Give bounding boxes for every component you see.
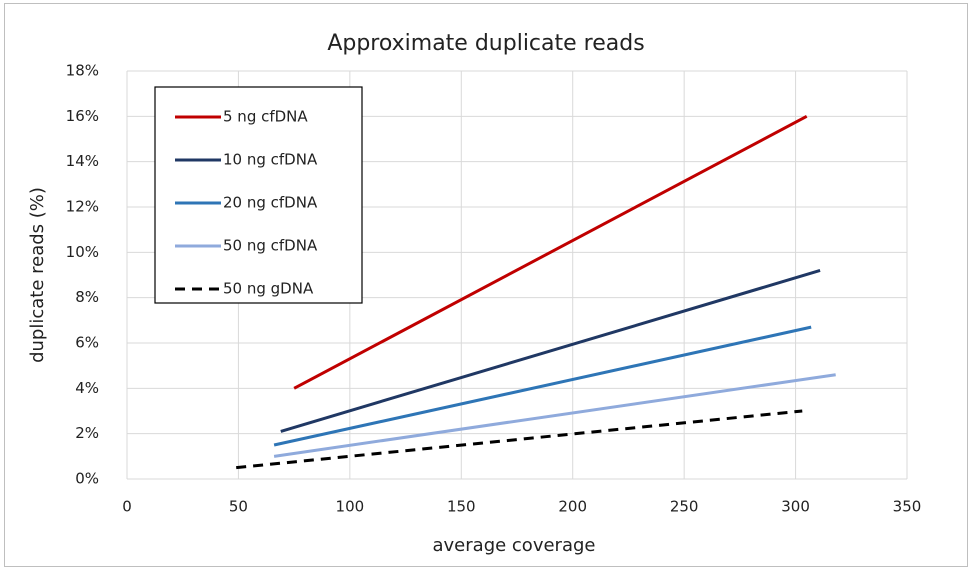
y-tick-label: 14% [66, 152, 99, 170]
data-line [273, 373, 836, 458]
x-tick-label: 150 [447, 498, 476, 516]
x-tick-label: 100 [336, 498, 365, 516]
y-tick-label: 8% [75, 288, 99, 306]
data-line [293, 115, 808, 390]
x-tick-label: 200 [558, 498, 587, 516]
legend-label: 5 ng cfDNA [223, 108, 308, 126]
x-tick-label: 50 [229, 498, 248, 516]
data-line [280, 269, 821, 433]
y-tick-label: 0% [75, 470, 99, 488]
y-tick-label: 16% [66, 107, 99, 125]
data-line [236, 409, 803, 470]
x-tick-label: 300 [781, 498, 810, 516]
y-tick-label: 6% [75, 334, 99, 352]
legend-label: 50 ng gDNA [223, 280, 314, 298]
x-tick-label: 250 [670, 498, 699, 516]
legend-box [154, 86, 363, 304]
legend-label: 10 ng cfDNA [223, 151, 318, 169]
y-tick-label: 4% [75, 379, 99, 397]
x-tick-label: 0 [122, 498, 132, 516]
y-tick-label: 10% [66, 243, 99, 261]
y-tick-label: 18% [66, 62, 99, 80]
y-tick-label: 2% [75, 424, 99, 442]
x-tick-label: 350 [893, 498, 922, 516]
data-line [273, 325, 812, 447]
legend-label: 20 ng cfDNA [223, 194, 318, 212]
y-tick-label: 12% [66, 198, 99, 216]
y-axis-label: duplicate reads (%) [27, 187, 48, 363]
x-axis-label: average coverage [433, 535, 596, 556]
legend-label: 50 ng cfDNA [223, 237, 318, 255]
chart-title: Approximate duplicate reads [327, 31, 644, 56]
